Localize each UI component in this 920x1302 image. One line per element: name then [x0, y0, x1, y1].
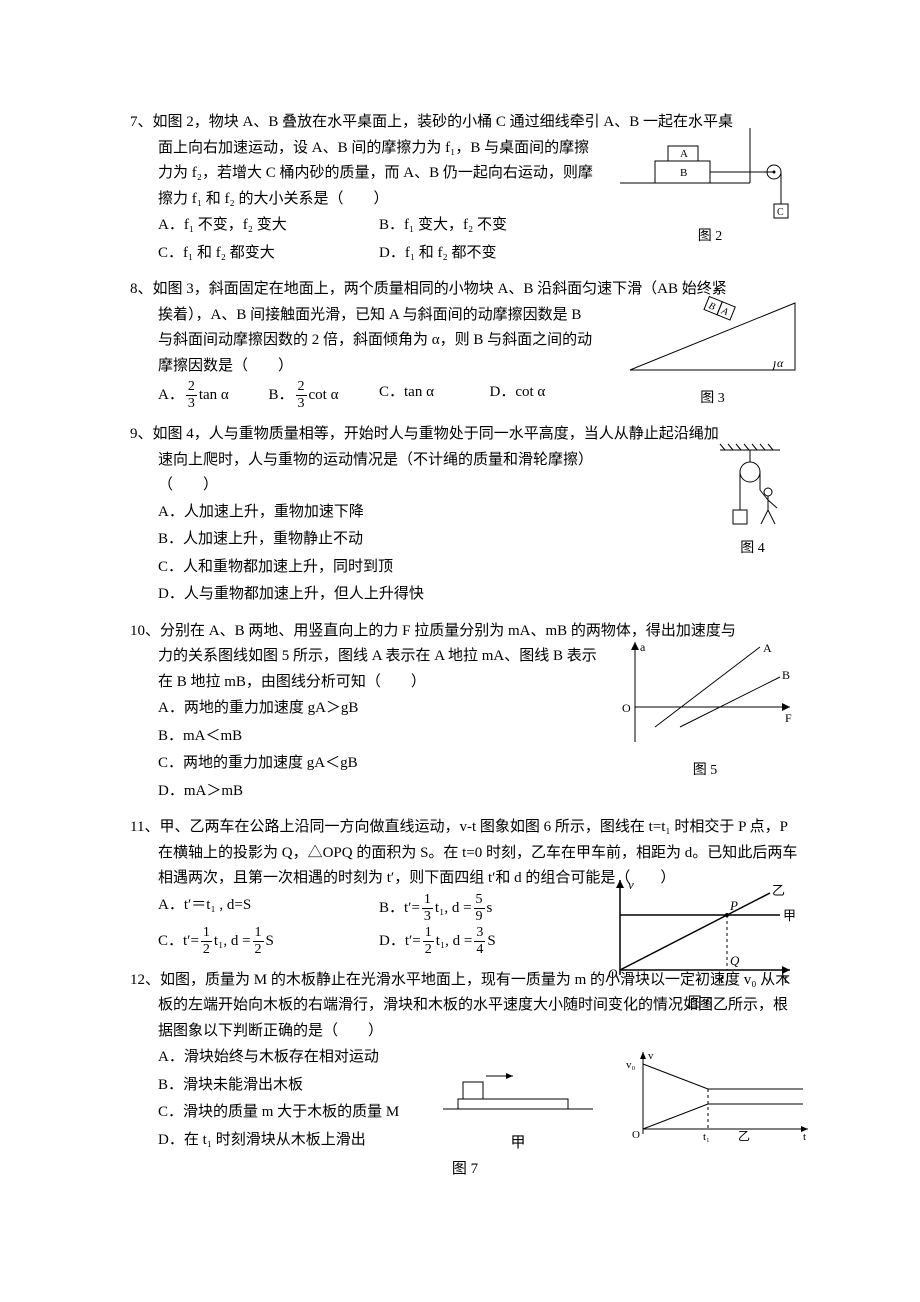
figure-7-label: 图 7 — [130, 1157, 800, 1183]
q7-options: A．f₁ 不变，f₂ 变大 B．f₁ 变大，f₂ 不变 C．f₁ 和 f₂ 都变… — [130, 212, 600, 267]
figure-2: A B C 图 2 — [620, 128, 800, 249]
q9-line1: 9、如图 4，人与重物质量相等，开始时人与重物处于同一水平高度，当人从静止起沿绳… — [130, 422, 800, 448]
q8-opt-a: A．23tan α — [158, 379, 269, 412]
figure-3: B A α 图 3 — [625, 295, 800, 411]
svg-text:B: B — [680, 167, 687, 179]
svg-text:B: B — [782, 668, 790, 682]
figure-4-label: 图 4 — [705, 537, 800, 561]
q9-cont: 速向上爬时，人与重物的运动情况是（不计绳的质量和滑轮摩擦）（ ） — [130, 448, 600, 499]
q12-opt-a: A．滑块始终与木板存在相对运动 — [158, 1044, 438, 1072]
q7-opt-d: D．f₁ 和 f₂ 都不变 — [379, 240, 600, 268]
q10-opt-c: C．两地的重力加速度 gA＜gB — [158, 750, 600, 778]
q11-opt-a: A．t′＝t₁ , d=S — [158, 892, 379, 925]
q8-opt-b: B．23cot α — [269, 379, 380, 412]
svg-text:乙: 乙 — [738, 1129, 750, 1143]
figure-2-label: 图 2 — [620, 225, 800, 249]
q7-opt-b: B．f₁ 变大，f₂ 不变 — [379, 212, 600, 240]
q10-opt-b: B．mA＜mB — [158, 723, 600, 751]
svg-text:B: B — [707, 300, 717, 312]
q9-opt-a: A．人加速上升，重物加速下降 — [158, 499, 600, 527]
question-12: 12、如图，质量为 M 的木板静止在光滑水平地面上，现有一质量为 m 的小滑块以… — [130, 968, 800, 1183]
q11-options: A．t′＝t₁ , d=S B．t′=13t₁, d =59s C．t′=12t… — [130, 892, 600, 958]
figure-7-jia: 甲 — [438, 1131, 598, 1157]
question-9: 图 4 9、如图 4，人与重物质量相等，开始时人与重物处于同一水平高度，当人从静… — [130, 422, 800, 609]
q10-opt-a: A．两地的重力加速度 gA＞gB — [158, 695, 600, 723]
q7-opt-a: A．f₁ 不变，f₂ 变大 — [158, 212, 379, 240]
svg-text:a: a — [640, 640, 646, 654]
svg-text:α: α — [777, 356, 784, 370]
svg-text:F: F — [785, 711, 792, 725]
question-8: B A α 图 3 8、如图 3，斜面固定在地面上，两个质量相同的小物块 A、B… — [130, 277, 800, 412]
svg-text:甲: 甲 — [783, 908, 796, 923]
figure-5-label: 图 5 — [610, 759, 800, 783]
svg-text:v: v — [648, 1050, 654, 1062]
q10-opt-d: D．mA＞mB — [158, 778, 600, 806]
svg-text:O: O — [622, 701, 631, 715]
q9-opt-d: D．人与重物都加速上升，但人上升得快 — [158, 581, 600, 609]
svg-text:t₁: t₁ — [703, 1131, 710, 1143]
q8-options: A．23tan α B．23cot α C．tan α D．cot α — [130, 379, 600, 412]
q9-opt-b: B．人加速上升，重物静止不动 — [158, 526, 600, 554]
q12-opt-d: D．在 t₁ 时刻滑块从木板上滑出 — [158, 1127, 438, 1155]
q8-cont: 挨着），A、B 间接触面光滑，已知 A 与斜面间的动摩擦因数是 B 与斜面间动摩… — [130, 303, 600, 380]
svg-text:P: P — [729, 898, 738, 913]
q12-options: A．滑块始终与木板存在相对运动 B．滑块未能滑出木板 C．滑块的质量 m 大于木… — [130, 1044, 438, 1154]
figure-3-label: 图 3 — [625, 387, 800, 411]
q10-options: A．两地的重力加速度 gA＞gB B．mA＜mB C．两地的重力加速度 gA＜g… — [130, 695, 600, 805]
figure-5: a F O A B 图 5 — [610, 637, 800, 783]
question-11: v t O P Q t₁ 乙 甲 图 6 11、甲、乙两车在公路上沿同一方向做直… — [130, 815, 800, 958]
svg-text:O: O — [632, 1129, 640, 1141]
svg-text:A: A — [763, 641, 772, 655]
svg-text:t: t — [803, 1131, 806, 1143]
q11-opt-d: D．t′=12t₁, d =34S — [379, 925, 600, 958]
figure-4: 图 4 — [705, 440, 800, 561]
q8-opt-c: C．tan α — [379, 379, 490, 412]
figure-7: 甲 v v₀ O t₁ t 乙 — [438, 1044, 818, 1157]
question-7: A B C 图 2 7、如图 2，物块 A、B 叠放在水平桌面上，装砂的小桶 C… — [130, 110, 800, 267]
q11-opt-b: B．t′=13t₁, d =59s — [379, 892, 600, 925]
question-10: a F O A B 图 5 10、分别在 A、B 两地、用竖直向上的力 F 拉质… — [130, 619, 800, 806]
q12-opt-c: C．滑块的质量 m 大于木板的质量 M — [158, 1099, 438, 1127]
q7-cont: 面上向右加速运动，设 A、B 间的摩擦力为 f₁，B 与桌面间的摩擦力为 f₂，… — [130, 136, 600, 213]
svg-text:v₀: v₀ — [626, 1059, 636, 1071]
q12-opt-b: B．滑块未能滑出木板 — [158, 1072, 438, 1100]
q7-opt-c: C．f₁ 和 f₂ 都变大 — [158, 240, 379, 268]
svg-text:乙: 乙 — [772, 883, 785, 898]
q8-opt-d: D．cot α — [490, 379, 601, 412]
svg-text:A: A — [680, 148, 688, 160]
q10-cont: 力的关系图线如图 5 所示，图线 A 表示在 A 地拉 mA、图线 B 表示在 … — [130, 644, 600, 695]
q9-options: A．人加速上升，重物加速下降 B．人加速上升，重物静止不动 C．人和重物都加速上… — [130, 499, 600, 609]
q11-opt-c: C．t′=12t₁, d =12S — [158, 925, 379, 958]
svg-text:C: C — [777, 207, 784, 218]
q12-stem: 12、如图，质量为 M 的木板静止在光滑水平地面上，现有一质量为 m 的小滑块以… — [130, 968, 800, 1045]
q9-opt-c: C．人和重物都加速上升，同时到顶 — [158, 554, 600, 582]
svg-text:Q: Q — [730, 953, 740, 968]
svg-text:v: v — [628, 877, 634, 892]
